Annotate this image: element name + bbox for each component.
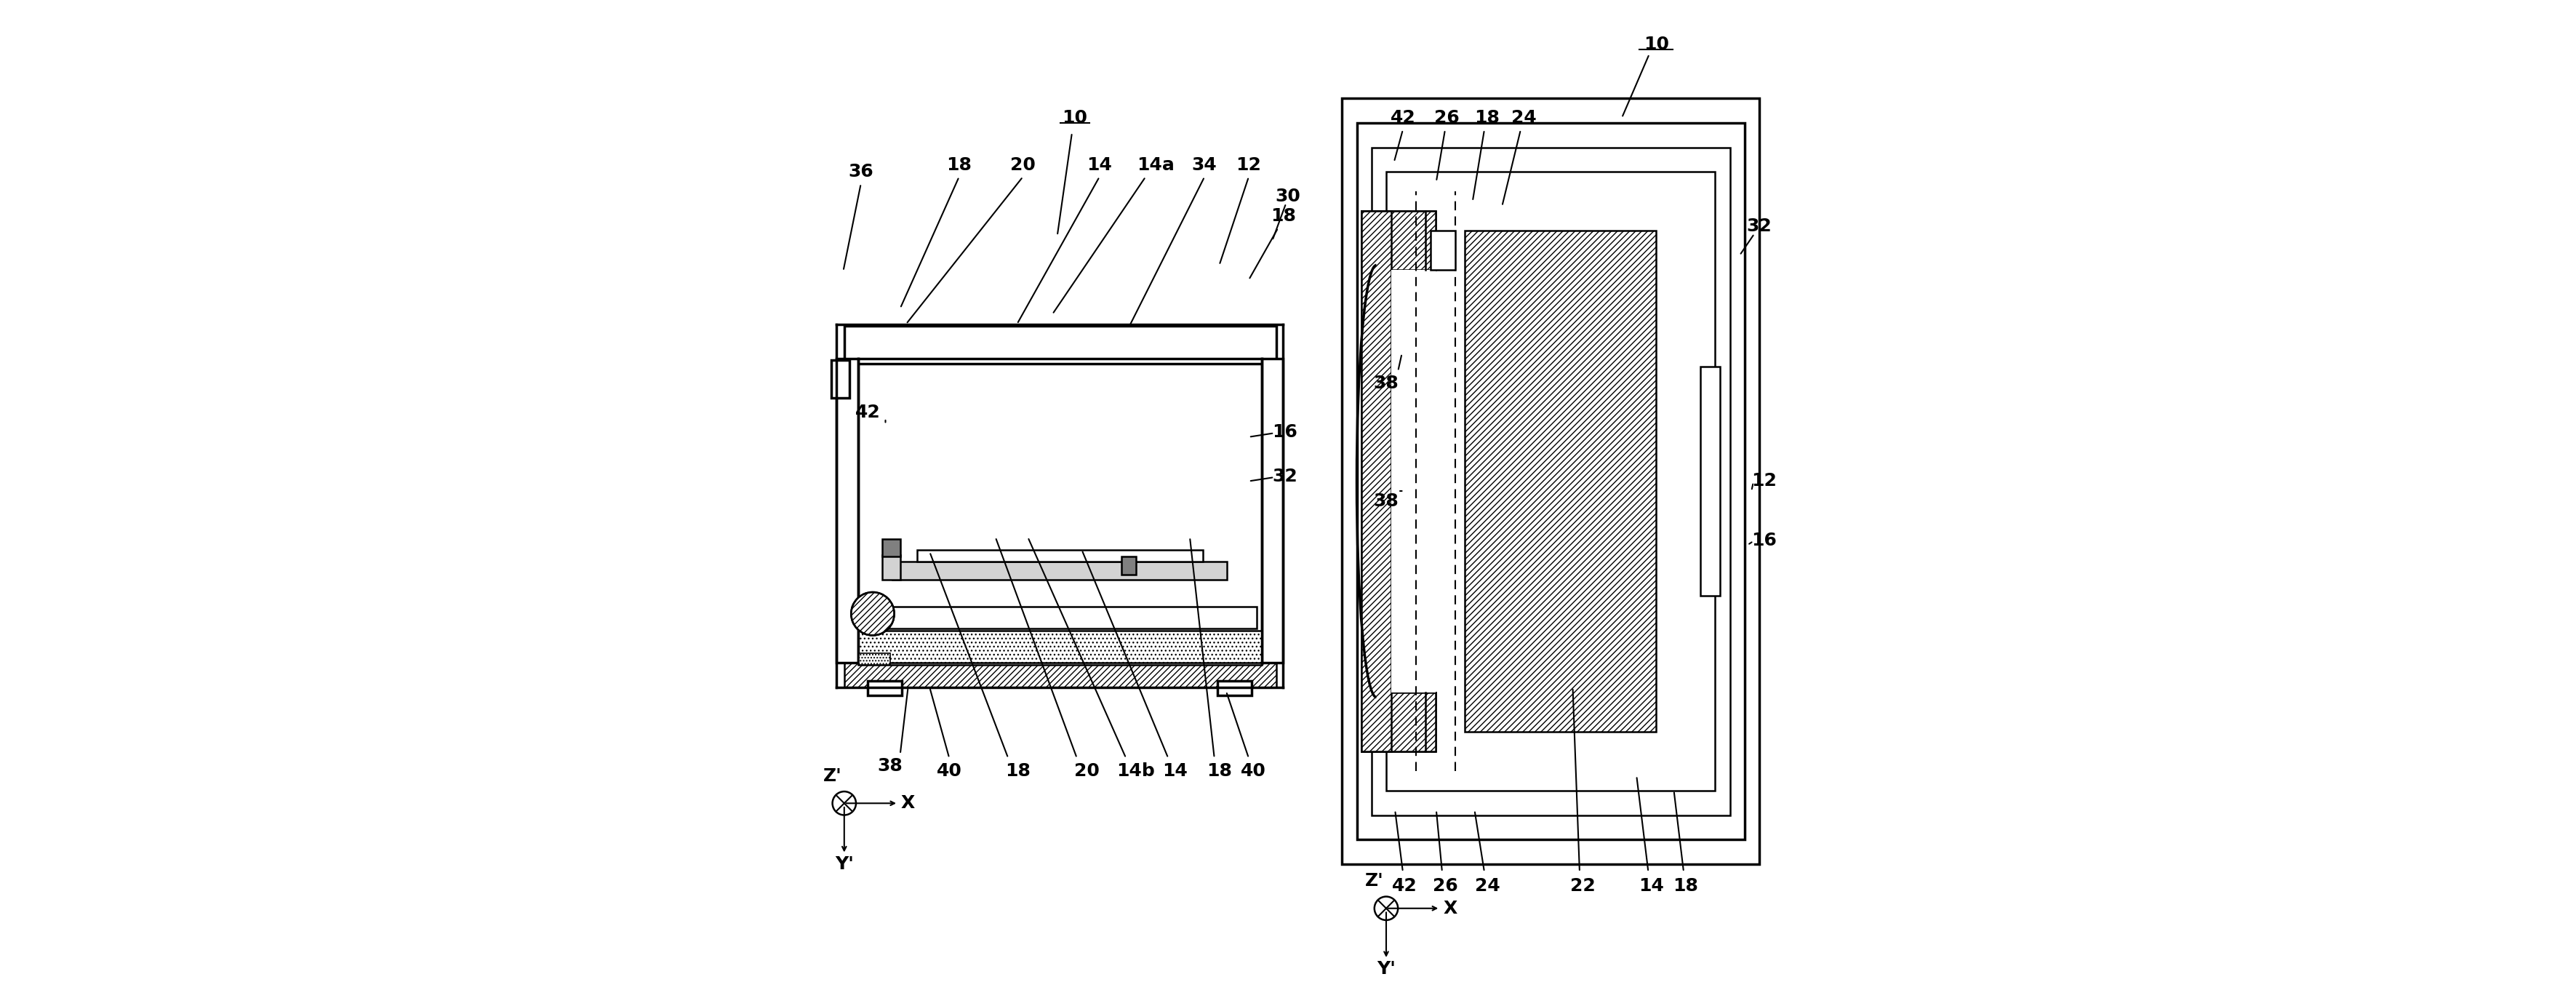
Text: 38: 38 [1373,374,1399,392]
Bar [891,562,1226,579]
Text: Z': Z' [1365,872,1383,890]
Bar [1363,692,1435,751]
Text: 10: 10 [1061,109,1087,127]
Text: 34: 34 [1193,156,1218,174]
Text: 42: 42 [1391,109,1414,127]
Text: 18: 18 [1270,207,1296,225]
Text: 38: 38 [878,757,904,775]
Bar [1218,681,1252,695]
Text: X: X [902,794,914,812]
Text: 26: 26 [1432,877,1458,895]
Bar [845,663,1275,687]
Bar [845,326,1275,363]
Text: 14: 14 [1162,762,1188,780]
Text: 36: 36 [848,163,873,181]
Bar [884,539,899,557]
Bar [1363,211,1391,751]
Text: 18: 18 [1005,762,1030,780]
Text: Y': Y' [835,855,853,873]
Bar [1466,231,1656,732]
Text: 18: 18 [945,156,971,174]
Bar [1700,366,1721,596]
Bar [1430,231,1455,270]
Text: 14a: 14a [1136,156,1175,174]
Text: 42: 42 [855,404,881,421]
Text: Z': Z' [824,767,842,785]
Bar [868,681,902,695]
Bar [1363,692,1435,751]
Text: 24: 24 [1473,877,1499,895]
Text: 30: 30 [1275,188,1301,205]
Bar [1262,358,1283,663]
Bar [858,653,891,665]
Text: 10: 10 [1643,35,1669,53]
Text: 42: 42 [1391,877,1417,895]
Text: 32: 32 [1273,467,1298,485]
Bar [1342,98,1759,864]
Bar [1121,557,1136,574]
Text: 18: 18 [1672,877,1698,895]
Text: 12: 12 [1236,156,1262,174]
Text: 40: 40 [1242,762,1267,780]
Text: X: X [1443,900,1458,917]
Text: 40: 40 [938,762,961,780]
Text: 16: 16 [1752,531,1777,549]
Bar [1386,172,1716,791]
Text: 14: 14 [1087,156,1113,174]
Bar [858,630,1262,665]
Bar [1363,211,1391,751]
Text: 18: 18 [1473,109,1499,127]
Text: 12: 12 [1752,472,1777,490]
Text: 14b: 14b [1115,762,1154,780]
Text: 38: 38 [1373,492,1399,510]
Bar [863,607,1257,628]
Bar [884,555,899,579]
Wedge shape [850,592,894,635]
Bar [1363,211,1435,270]
Bar [1358,123,1744,840]
Text: Y': Y' [1376,960,1396,978]
Text: 18: 18 [1206,762,1231,780]
Text: 24: 24 [1512,109,1535,127]
Bar [1391,270,1435,692]
Text: 26: 26 [1435,109,1461,127]
Text: 20: 20 [1074,762,1100,780]
Text: 32: 32 [1747,217,1772,235]
Bar [1363,211,1435,270]
Bar [837,358,858,663]
Text: 16: 16 [1273,423,1298,441]
Text: 20: 20 [1010,156,1036,174]
Bar [1370,147,1731,815]
Bar [832,360,850,398]
Bar [917,550,1203,562]
Text: 14: 14 [1638,877,1664,895]
Text: 22: 22 [1569,877,1595,895]
